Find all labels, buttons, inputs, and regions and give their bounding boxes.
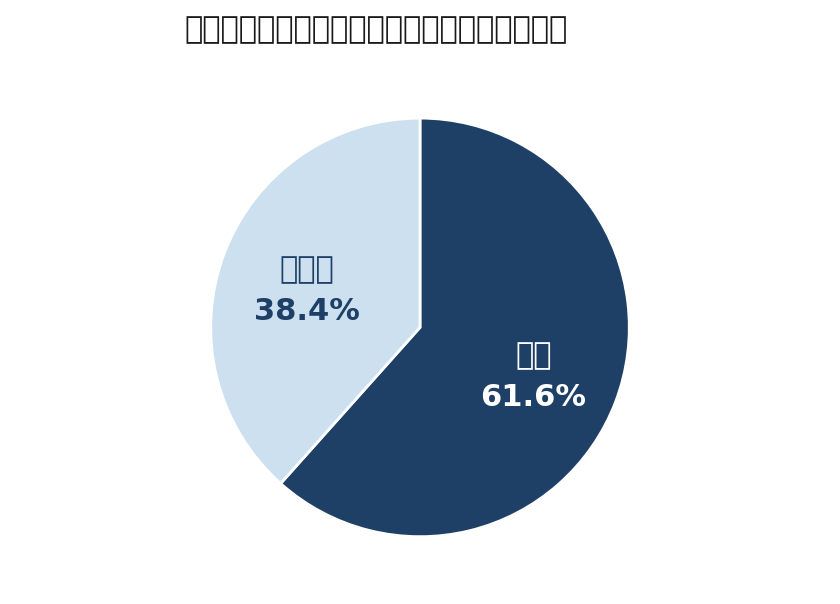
Text: はい: はい bbox=[515, 341, 552, 370]
Text: いいえ: いいえ bbox=[279, 255, 334, 284]
Text: 61.6%: 61.6% bbox=[480, 384, 586, 413]
Text: 38.4%: 38.4% bbox=[254, 297, 360, 326]
Text: 景品（賞品）選びで困ったことはありますか？: 景品（賞品）選びで困ったことはありますか？ bbox=[185, 15, 568, 44]
Wedge shape bbox=[281, 118, 629, 537]
Wedge shape bbox=[211, 118, 420, 484]
